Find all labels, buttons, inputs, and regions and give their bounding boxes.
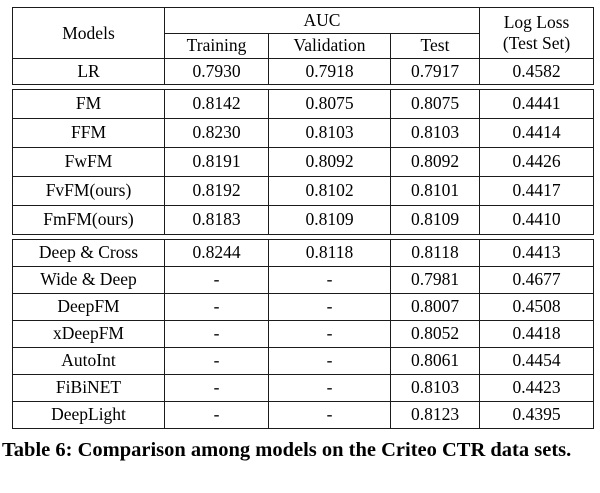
test-auc-cell: 0.8109	[390, 204, 480, 235]
logloss-cell: 0.4418	[479, 319, 594, 348]
table-row: FvFM(ours) 0.8192 0.8102 0.8101 0.4417	[12, 175, 594, 206]
logloss-cell: 0.4441	[479, 88, 594, 119]
table-row: FwFM 0.8191 0.8092 0.8092 0.4426	[12, 146, 594, 177]
logloss-cell: 0.4414	[479, 117, 594, 148]
model-name-cell: FFM	[12, 117, 165, 148]
test-auc-cell: 0.8092	[390, 146, 480, 177]
table-row: AutoInt - - 0.8061 0.4454	[12, 346, 594, 375]
test-auc-cell: 0.7917	[389, 58, 481, 85]
model-name-cell: Deep & Cross	[12, 238, 165, 267]
table-row: FiBiNET - - 0.8103 0.4423	[12, 373, 594, 402]
test-auc-cell: 0.8075	[390, 88, 480, 119]
subheader-row: Training Validation Test	[13, 32, 594, 59]
model-name-cell: LR	[12, 58, 165, 85]
test-auc-cell: 0.8103	[390, 117, 480, 148]
model-name-cell: FwFM	[12, 146, 165, 177]
validation-auc-cell: 0.7918	[268, 58, 391, 85]
table-row: Wide & Deep - - 0.7981 0.4677	[12, 265, 594, 294]
training-auc-cell: 0.8244	[164, 238, 269, 267]
col-header-logloss: Log Loss (Test Set)	[479, 7, 595, 59]
model-name-cell: FiBiNET	[12, 373, 165, 402]
table-row: DeepLight - - 0.8123 0.4395	[12, 400, 594, 429]
table-section-fm-family: FM 0.8142 0.8075 0.8075 0.4441 FFM 0.823…	[12, 88, 594, 235]
logloss-cell: 0.4454	[479, 346, 594, 375]
model-name-cell: Wide & Deep	[12, 265, 165, 294]
validation-auc-cell: 0.8102	[268, 175, 391, 206]
training-auc-cell: 0.8230	[164, 117, 269, 148]
training-auc-cell: -	[164, 319, 269, 348]
table-section-deep-models: Deep & Cross 0.8244 0.8118 0.8118 0.4413…	[12, 238, 594, 429]
validation-auc-cell: 0.8092	[268, 146, 391, 177]
test-auc-cell: 0.8103	[390, 373, 480, 402]
validation-auc-cell: 0.8109	[268, 204, 391, 235]
col-header-auc: AUC	[163, 7, 481, 34]
test-auc-cell: 0.8052	[390, 319, 480, 348]
model-name-cell: FmFM(ours)	[12, 204, 165, 235]
validation-auc-cell: 0.8075	[268, 88, 391, 119]
col-header-validation: Validation	[268, 32, 391, 59]
validation-auc-cell: -	[268, 346, 391, 375]
training-auc-cell: -	[164, 400, 269, 429]
table-row: Deep & Cross 0.8244 0.8118 0.8118 0.4413	[12, 238, 594, 267]
validation-auc-cell: -	[268, 400, 391, 429]
training-auc-cell: 0.8192	[164, 175, 269, 206]
model-name-cell: xDeepFM	[12, 319, 165, 348]
logloss-cell: 0.4582	[479, 58, 595, 85]
model-name-cell: FvFM(ours)	[12, 175, 165, 206]
training-auc-cell: -	[164, 373, 269, 402]
test-auc-cell: 0.8101	[390, 175, 480, 206]
table-row: xDeepFM - - 0.8052 0.4418	[12, 319, 594, 348]
test-auc-cell: 0.8118	[390, 238, 480, 267]
table-section-header: Models AUC Log Loss (Test Set) Training …	[12, 7, 595, 85]
training-auc-cell: -	[164, 346, 269, 375]
logloss-cell: 0.4410	[479, 204, 594, 235]
model-name-cell: FM	[12, 88, 165, 119]
table-row: FmFM(ours) 0.8183 0.8109 0.8109 0.4410	[12, 204, 594, 235]
training-auc-cell: 0.8142	[164, 88, 269, 119]
col-header-training: Training	[164, 32, 269, 59]
col-header-test: Test	[389, 32, 481, 59]
test-auc-cell: 0.8007	[390, 292, 480, 321]
validation-auc-cell: -	[268, 292, 391, 321]
model-name-cell: DeepFM	[12, 292, 165, 321]
model-name-cell: DeepLight	[12, 400, 165, 429]
training-auc-cell: 0.8183	[164, 204, 269, 235]
logloss-cell: 0.4677	[479, 265, 594, 294]
validation-auc-cell: -	[268, 265, 391, 294]
training-auc-cell: 0.8191	[164, 146, 269, 177]
model-name-cell: AutoInt	[12, 346, 165, 375]
logloss-cell: 0.4417	[479, 175, 594, 206]
col-header-models: Models	[12, 7, 165, 59]
training-auc-cell: 0.7930	[164, 58, 269, 85]
table-row: FM 0.8142 0.8075 0.8075 0.4441	[12, 88, 594, 119]
validation-auc-cell: 0.8103	[268, 117, 391, 148]
validation-auc-cell: -	[268, 373, 391, 402]
table-caption: Table 6: Comparison among models on the …	[2, 438, 572, 461]
logloss-cell: 0.4423	[479, 373, 594, 402]
logloss-header-line-2: (Test Set)	[502, 33, 571, 53]
logloss-cell: 0.4413	[479, 238, 594, 267]
logloss-header-line-1: Log Loss	[503, 11, 570, 32]
table-row: LR 0.7930 0.7918 0.7917 0.4582	[12, 58, 595, 85]
training-auc-cell: -	[164, 292, 269, 321]
logloss-cell: 0.4508	[479, 292, 594, 321]
test-auc-cell: 0.8061	[390, 346, 480, 375]
logloss-cell: 0.4426	[479, 146, 594, 177]
test-auc-cell: 0.8123	[390, 400, 480, 429]
table-row: FFM 0.8230 0.8103 0.8103 0.4414	[12, 117, 594, 148]
table-row: DeepFM - - 0.8007 0.4508	[12, 292, 594, 321]
validation-auc-cell: 0.8118	[268, 238, 391, 267]
logloss-cell: 0.4395	[479, 400, 594, 429]
test-auc-cell: 0.7981	[390, 265, 480, 294]
validation-auc-cell: -	[268, 319, 391, 348]
header-row: Models AUC Log Loss (Test Set)	[12, 7, 595, 59]
training-auc-cell: -	[164, 265, 269, 294]
